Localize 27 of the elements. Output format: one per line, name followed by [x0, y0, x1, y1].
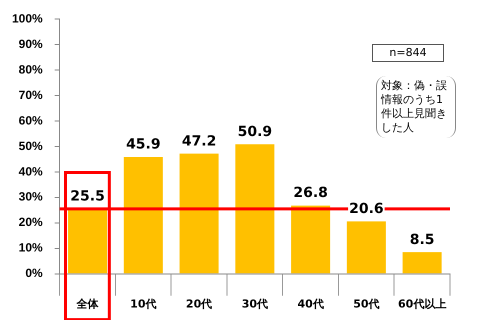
- x-tick-label: 50代: [353, 297, 380, 310]
- x-tick-label: 60代以上: [398, 297, 446, 310]
- x-tick-label: 20代: [186, 297, 212, 310]
- x-tick-label: 40代: [297, 297, 324, 310]
- y-tick-label: 20%: [18, 215, 44, 230]
- y-tick-label: 70%: [18, 88, 44, 102]
- data-label: 25.5: [70, 188, 105, 205]
- y-tick-label: 100%: [12, 12, 44, 26]
- y-tick-label: 30%: [18, 190, 44, 204]
- y-tick-label: 60%: [18, 113, 44, 128]
- y-tick-label: 80%: [18, 62, 44, 76]
- x-tick-label: 30代: [242, 297, 268, 310]
- y-tick-label: 10%: [18, 240, 44, 255]
- y-tick-label: 0%: [25, 266, 44, 280]
- data-label: 47.2: [182, 133, 216, 150]
- annotation: n=844: [372, 44, 444, 62]
- data-label: 26.8: [293, 185, 328, 202]
- data-label: 8.5: [410, 232, 435, 248]
- annotation: 対象：偽・誤情報のうち1件以上見聞きした人: [376, 76, 456, 138]
- data-label: 50.9: [238, 124, 272, 140]
- y-tick-label: 50%: [18, 138, 44, 153]
- data-label: 20.6: [349, 200, 384, 217]
- x-tick-label: 全体: [76, 297, 100, 310]
- y-tick-label: 40%: [18, 164, 44, 178]
- data-label: 45.9: [126, 136, 161, 153]
- x-tick-label: 10代: [130, 297, 156, 310]
- y-tick-label: 90%: [18, 36, 44, 51]
